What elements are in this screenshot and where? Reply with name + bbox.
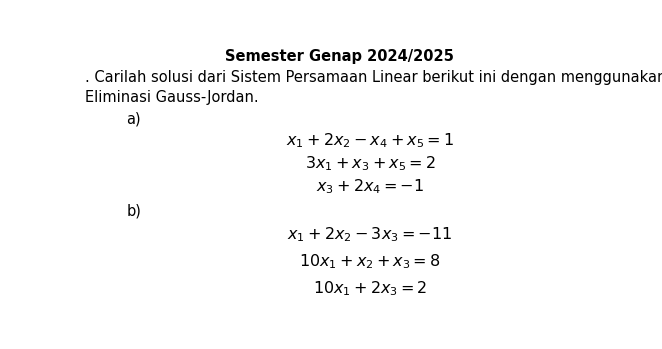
Text: Eliminasi Gauss-Jordan.: Eliminasi Gauss-Jordan. bbox=[85, 90, 259, 105]
Text: $10x_1 + 2x_3 = 2$: $10x_1 + 2x_3 = 2$ bbox=[313, 279, 427, 298]
Text: $10x_1 + x_2 + x_3 = 8$: $10x_1 + x_2 + x_3 = 8$ bbox=[299, 252, 441, 271]
Text: $x_1 + 2x_2 - x_4 + x_5 = 1$: $x_1 + 2x_2 - x_4 + x_5 = 1$ bbox=[286, 131, 454, 150]
Text: a): a) bbox=[126, 112, 141, 127]
Text: . Carilah solusi dari Sistem Persamaan Linear berikut ini dengan menggunakan: . Carilah solusi dari Sistem Persamaan L… bbox=[85, 70, 662, 85]
Text: $x_3 + 2x_4 = {-1}$: $x_3 + 2x_4 = {-1}$ bbox=[316, 177, 424, 196]
Text: $3x_1 + x_3 + x_5 = 2$: $3x_1 + x_3 + x_5 = 2$ bbox=[305, 154, 436, 173]
Text: b): b) bbox=[126, 203, 141, 218]
Text: $x_1 + 2x_2 - 3x_3 = {-11}$: $x_1 + 2x_2 - 3x_3 = {-11}$ bbox=[287, 225, 453, 244]
Text: Semester Genap 2024/2025: Semester Genap 2024/2025 bbox=[225, 49, 453, 64]
